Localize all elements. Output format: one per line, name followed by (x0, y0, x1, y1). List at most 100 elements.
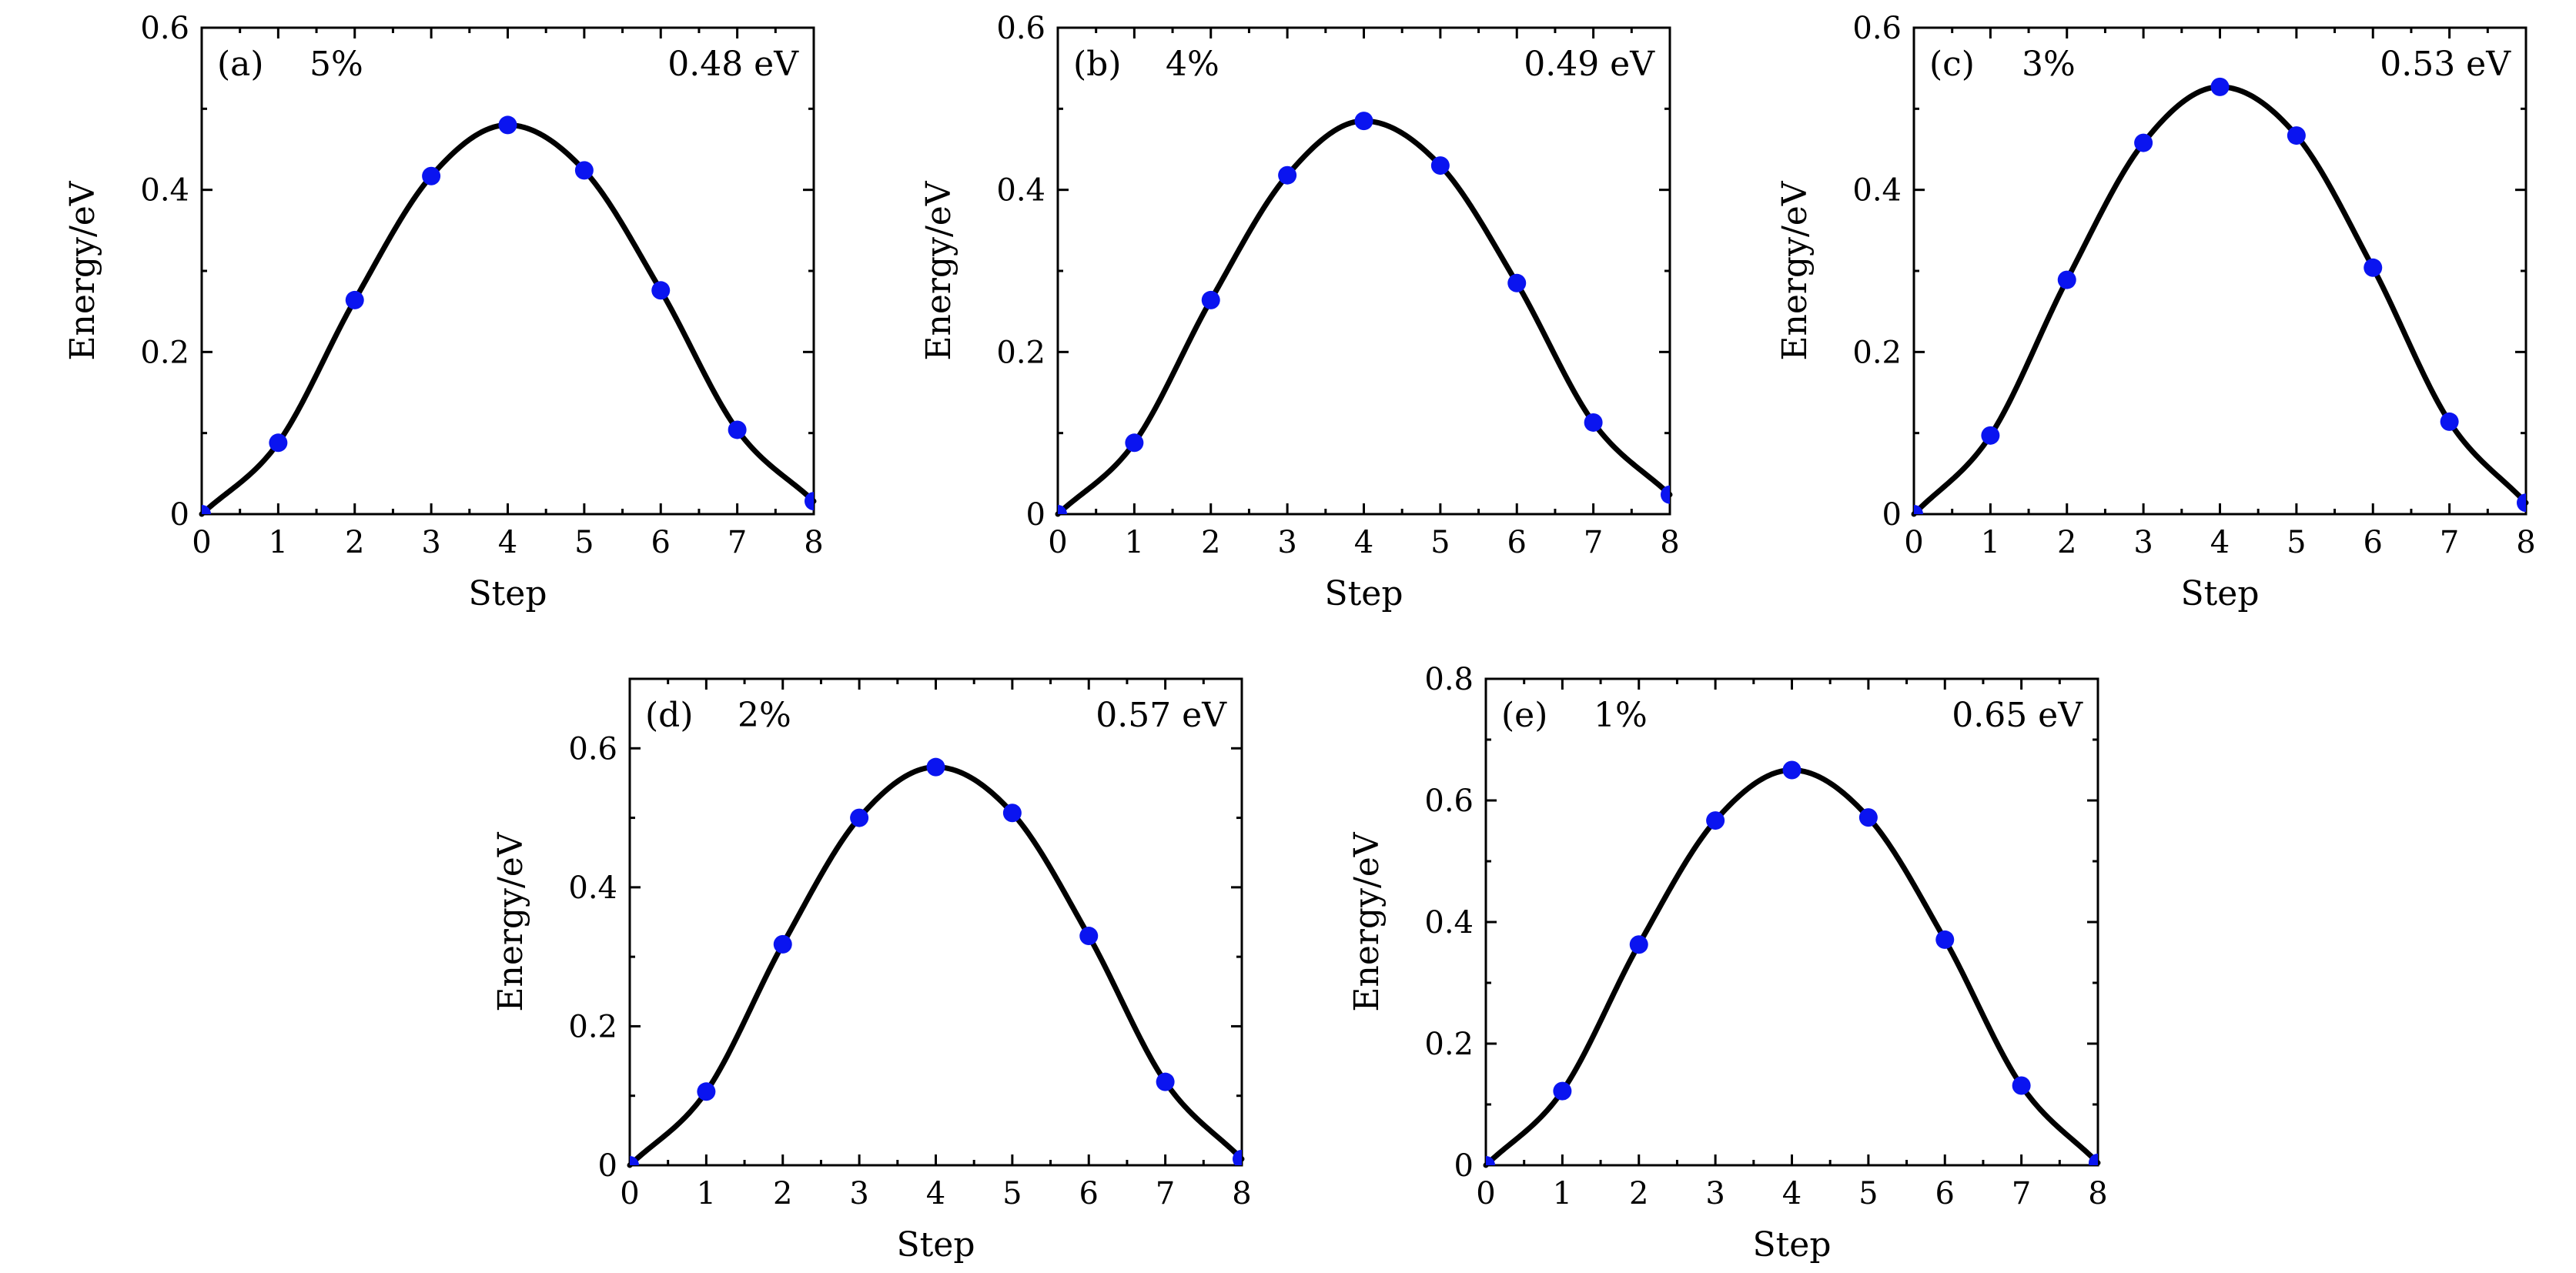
data-point (1661, 485, 1670, 504)
data-point (2057, 270, 2076, 289)
y-tick-label: 0.4 (996, 173, 1045, 209)
x-tick-label: 2 (1201, 525, 1220, 560)
x-tick-label: 8 (2516, 525, 2535, 560)
energy-curve (199, 122, 817, 517)
panel-label: (c) (1929, 45, 1975, 84)
panel-label: (b) (1073, 45, 1122, 84)
data-point (1935, 930, 1955, 949)
data-point (1430, 156, 1450, 175)
data-point (1002, 804, 1022, 823)
barrier-label: 0.53 eV (2380, 45, 2511, 84)
x-tick-label: 0 (1904, 525, 1923, 560)
x-tick-label: 8 (804, 525, 823, 560)
data-points (202, 115, 814, 514)
y-tick-label: 0 (1026, 497, 1045, 533)
energy-curve (1483, 767, 2101, 1168)
energy-curve (627, 764, 1245, 1168)
y-tick-label: 0.6 (1852, 11, 1902, 46)
y-tick-label: 0.6 (140, 11, 189, 46)
data-point (2517, 493, 2526, 513)
x-tick-label: 5 (2287, 525, 2306, 560)
y-tick-label: 0.6 (568, 731, 617, 767)
chart-panel-d: 0 1 2 3 4 5 6 7 8 0 0.2 0.4 0.6 Step Energy/eV (d) 2% 0.5… (491, 677, 1252, 1265)
x-tick-label: 8 (1660, 525, 1679, 560)
chart-panel-b: 0 1 2 3 4 5 6 7 8 0 0.2 0.4 0.6 Step Energy/eV (b) 4% 0.4… (919, 11, 1680, 613)
y-tick-label: 0.4 (568, 870, 617, 906)
x-tick-label: 4 (498, 525, 517, 560)
data-point (1553, 1081, 1572, 1101)
barrier-label: 0.57 eV (1096, 696, 1227, 735)
x-tick-label: 3 (1277, 525, 1296, 560)
data-point (1278, 165, 1297, 185)
strain-label: 1% (1594, 696, 1648, 735)
data-point (498, 115, 517, 135)
data-point (1058, 505, 1067, 514)
x-tick-label: 6 (1935, 1176, 1955, 1211)
barrier-label: 0.49 eV (1524, 45, 1655, 84)
plot-frame (200, 26, 815, 516)
data-point (1079, 927, 1099, 946)
data-point (1981, 426, 2000, 445)
x-tick-label: 3 (1705, 1176, 1725, 1211)
y-axis-label: Energy/eV (491, 831, 530, 1011)
y-tick-label: 0.6 (1424, 784, 1474, 819)
data-point (697, 1082, 716, 1101)
y-tick-label: 0 (1882, 497, 1902, 533)
y-tick-label: 0 (1454, 1148, 1474, 1184)
data-point (1782, 760, 1802, 780)
x-tick-label: 0 (192, 525, 211, 560)
x-tick-label: 2 (2057, 525, 2076, 560)
y-tick-label: 0.6 (996, 11, 1045, 46)
data-point (1584, 413, 1603, 432)
x-tick-label: 0 (1048, 525, 1067, 560)
barrier-label: 0.65 eV (1952, 696, 2083, 735)
x-tick-label: 7 (728, 525, 747, 560)
x-tick-label: 6 (2364, 525, 2383, 560)
x-tick-label: 7 (2440, 525, 2459, 560)
data-point (1156, 1072, 1175, 1091)
data-point (2440, 412, 2459, 431)
x-tick-label: 5 (1430, 525, 1450, 560)
plot-frame (628, 677, 1243, 1167)
y-tick-label: 0.2 (140, 335, 189, 370)
chart-panel-c: 0 1 2 3 4 5 6 7 8 0 0.2 0.4 0.6 Step Energy/eV (c) 3% 0.5… (1775, 11, 2536, 613)
x-tick-label: 6 (1079, 1176, 1099, 1211)
data-point (1125, 433, 1144, 453)
data-point (1354, 112, 1373, 131)
x-tick-label: 6 (651, 525, 671, 560)
x-axis-label: Step (1752, 1225, 1831, 1265)
y-axis-label: Energy/eV (1775, 180, 1815, 360)
x-axis-label: Step (468, 574, 547, 613)
data-point (422, 166, 441, 185)
x-tick-label: 1 (697, 1176, 716, 1211)
y-tick-label: 0 (598, 1148, 617, 1184)
chart-panel-e: 0 1 2 3 4 5 6 7 8 0 0.2 0.4 0.6 0.8 Step Energy/eV (e) 1%… (1347, 662, 2108, 1265)
y-tick-label: 0.2 (1424, 1027, 1474, 1062)
data-point (1629, 935, 1648, 954)
data-point (1706, 811, 1725, 830)
x-tick-label: 4 (2210, 525, 2230, 560)
data-point (1914, 505, 1923, 514)
data-point (2012, 1076, 2031, 1095)
y-tick-label: 0.2 (568, 1009, 617, 1044)
data-point (2210, 77, 2230, 96)
panel-label: (d) (645, 696, 694, 735)
strain-label: 4% (1166, 45, 1219, 84)
data-point (269, 433, 288, 453)
x-tick-label: 5 (1002, 1176, 1022, 1211)
barrier-label: 0.48 eV (667, 45, 799, 84)
x-tick-label: 1 (1125, 525, 1144, 560)
x-tick-label: 2 (1629, 1176, 1648, 1211)
data-point (1201, 290, 1220, 309)
x-tick-label: 1 (1553, 1176, 1572, 1211)
x-tick-label: 0 (620, 1176, 639, 1211)
plot-frame (1484, 677, 2099, 1167)
data-points (630, 757, 1242, 1165)
data-point (1858, 808, 1878, 827)
y-tick-label: 0.4 (140, 173, 189, 209)
data-point (574, 161, 594, 180)
plot-frame (1912, 26, 2527, 516)
data-point (1507, 273, 1527, 292)
x-axis-label: Step (2180, 574, 2259, 613)
